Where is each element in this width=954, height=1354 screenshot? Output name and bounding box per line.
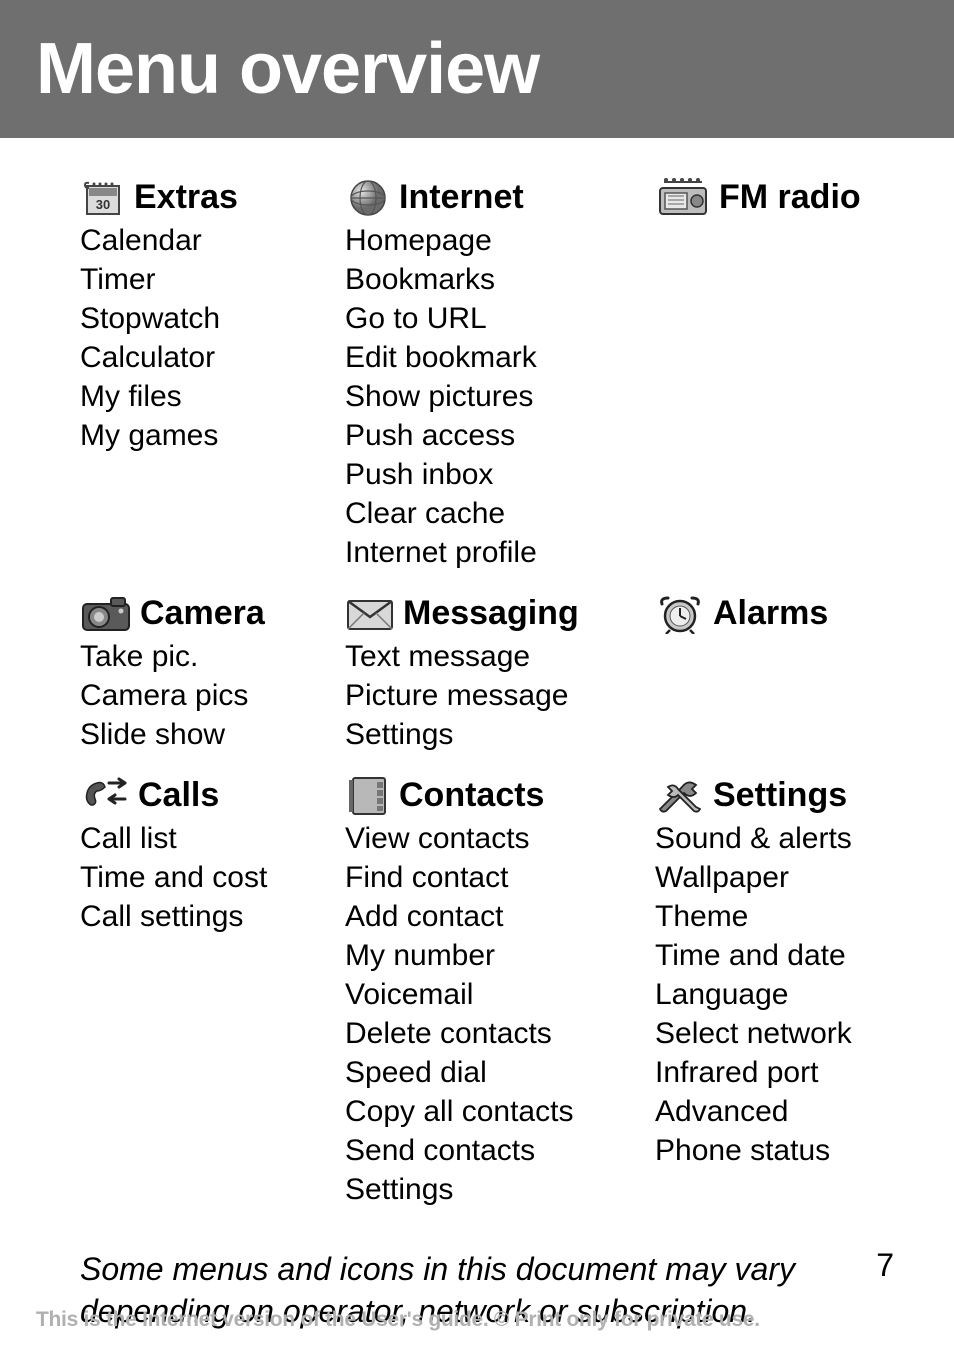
section-items: Take pic. Camera pics Slide show [80,637,335,754]
globe-icon [345,179,391,217]
menu-item: Call list [80,819,335,858]
menu-item: Advanced [655,1092,918,1131]
menu-item: Push inbox [345,455,645,494]
camera-icon [80,595,132,633]
page-number: 7 [876,1247,894,1284]
menu-item: Push access [345,416,645,455]
menu-item: Text message [345,637,645,676]
section-title: Settings [713,776,847,815]
menu-item: Stopwatch [80,299,335,338]
menu-item: Time and date [655,936,918,975]
menu-item: Homepage [345,221,645,260]
content-area: 30 Extras Calendar Timer Stopwatch Calcu… [0,138,954,1332]
menu-item: Call settings [80,897,335,936]
footer-text: This is the Internet version of the User… [36,1308,760,1332]
section-title: Messaging [403,594,579,633]
menu-item: Slide show [80,715,335,754]
menu-item: Infrared port [655,1053,918,1092]
section-camera: Camera Take pic. Camera pics Slide show [80,594,335,754]
menu-item: Select network [655,1014,918,1053]
menu-item: My files [80,377,335,416]
menu-item: Camera pics [80,676,335,715]
menu-item: View contacts [345,819,645,858]
menu-item: Settings [345,1170,645,1209]
menu-item: Add contact [345,897,645,936]
menu-item: Speed dial [345,1053,645,1092]
radio-icon [655,179,711,217]
menu-item: Take pic. [80,637,335,676]
section-title: FM radio [719,178,861,217]
menu-item: Find contact [345,858,645,897]
menu-item: My number [345,936,645,975]
menu-item: Time and cost [80,858,335,897]
menu-item: Sound & alerts [655,819,918,858]
menu-item: Go to URL [345,299,645,338]
menu-item: Phone status [655,1131,918,1170]
section-items: Text message Picture message Settings [345,637,645,754]
section-title: Calls [138,776,219,815]
menu-item: Bookmarks [345,260,645,299]
section-internet: Internet Homepage Bookmarks Go to URL Ed… [345,178,645,572]
menu-item: Timer [80,260,335,299]
calendar-icon: 30 [80,179,126,217]
menu-item: Edit bookmark [345,338,645,377]
address-book-icon [345,777,391,815]
menu-item: Wallpaper [655,858,918,897]
section-alarms: Alarms [655,594,918,633]
section-items: Calendar Timer Stopwatch Calculator My f… [80,221,335,455]
menu-item: Theme [655,897,918,936]
menu-item: My games [80,416,335,455]
section-contacts: Contacts View contacts Find contact Add … [345,776,645,1209]
section-items: Homepage Bookmarks Go to URL Edit bookma… [345,221,645,572]
menu-item: Clear cache [345,494,645,533]
tools-icon [655,777,705,815]
section-fm-radio: FM radio [655,178,918,217]
menu-item: Internet profile [345,533,645,572]
section-messaging: Messaging Text message Picture message S… [345,594,645,754]
section-title: Extras [134,178,238,217]
section-title: Alarms [713,594,828,633]
section-title: Camera [140,594,265,633]
section-title: Contacts [399,776,544,815]
page-title: Menu overview [36,28,539,110]
section-items: Call list Time and cost Call settings [80,819,335,936]
menu-item: Language [655,975,918,1014]
menu-item: Show pictures [345,377,645,416]
section-items: Sound & alerts Wallpaper Theme Time and … [655,819,918,1170]
menu-item: Voicemail [345,975,645,1014]
menu-item: Copy all contacts [345,1092,645,1131]
menu-item: Send contacts [345,1131,645,1170]
menu-item: Calendar [80,221,335,260]
menu-item: Picture message [345,676,645,715]
envelope-icon [345,595,395,633]
section-calls: Calls Call list Time and cost Call setti… [80,776,335,936]
section-items: View contacts Find contact Add contact M… [345,819,645,1209]
menu-item: Delete contacts [345,1014,645,1053]
page-header: Menu overview [0,0,954,138]
menu-item: Settings [345,715,645,754]
section-settings: Settings Sound & alerts Wallpaper Theme … [655,776,918,1170]
section-title: Internet [399,178,524,217]
svg-text:30: 30 [96,197,110,212]
menu-item: Calculator [80,338,335,377]
section-extras: 30 Extras Calendar Timer Stopwatch Calcu… [80,178,335,455]
alarm-clock-icon [655,595,705,633]
calls-icon [80,777,130,815]
